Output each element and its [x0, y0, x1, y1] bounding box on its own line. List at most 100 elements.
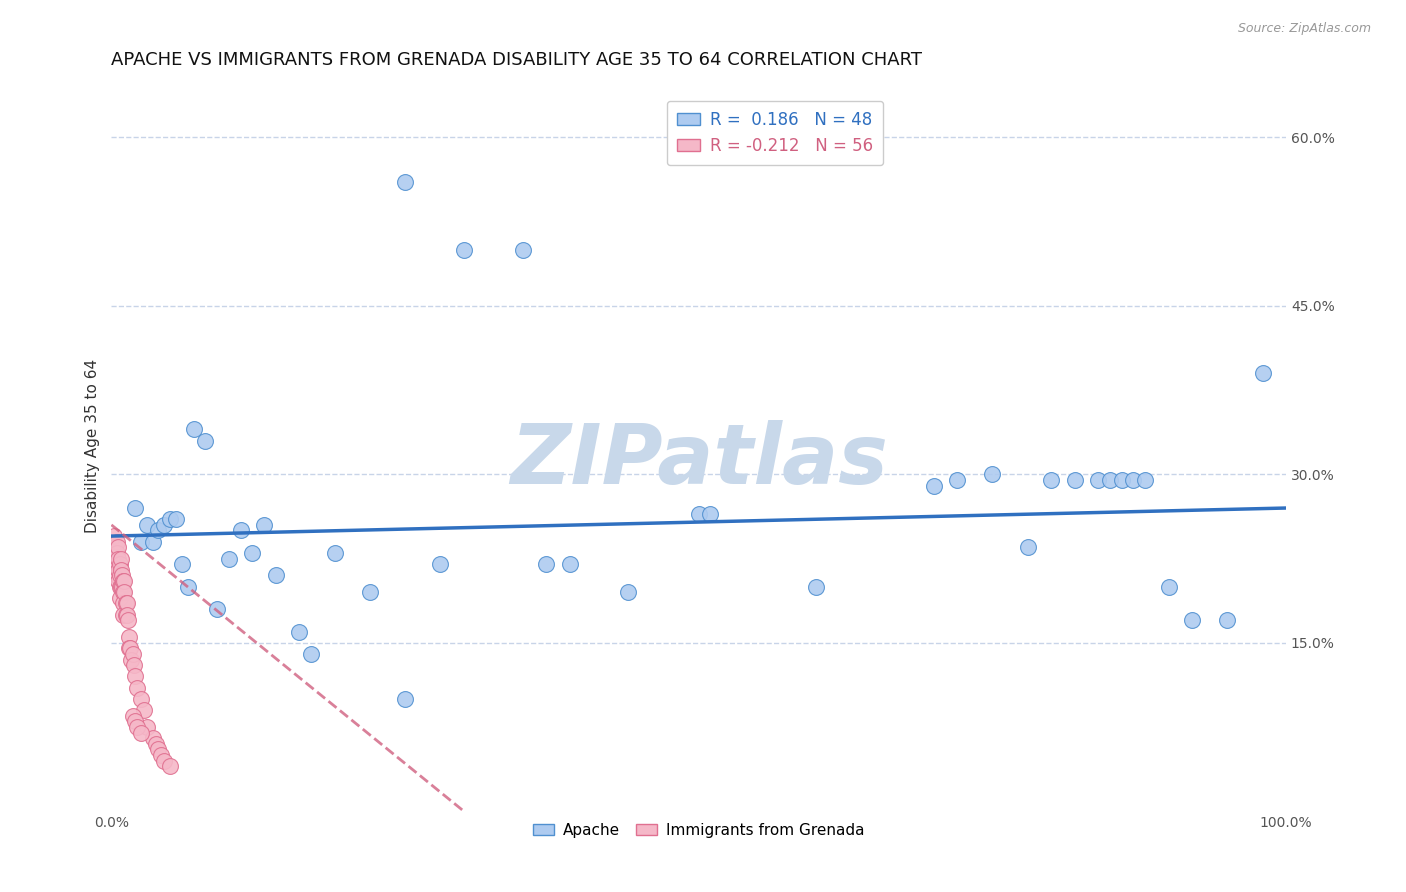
Point [699, 507, 721, 521]
Point [105, 568, 128, 582]
Point [114, 597, 136, 611]
Point [1251, 366, 1274, 380]
Point [127, 681, 149, 695]
Point [127, 720, 149, 734]
Point [110, 580, 132, 594]
Point [118, 641, 141, 656]
Point [129, 534, 152, 549]
Point [617, 585, 640, 599]
Point [105, 546, 128, 560]
Point [148, 524, 170, 538]
Point [804, 580, 827, 594]
Point [149, 747, 172, 762]
Point [112, 585, 135, 599]
Point [134, 703, 156, 717]
Point [153, 754, 176, 768]
Point [299, 647, 322, 661]
Point [394, 175, 416, 189]
Point [118, 630, 141, 644]
Point [114, 607, 136, 622]
Point [135, 517, 157, 532]
Point [145, 737, 167, 751]
Point [110, 563, 132, 577]
Text: ZIPatlas: ZIPatlas [510, 420, 887, 501]
Point [148, 742, 170, 756]
Point [205, 602, 228, 616]
Point [107, 551, 129, 566]
Point [170, 557, 193, 571]
Point [177, 580, 200, 594]
Point [394, 692, 416, 706]
Point [183, 422, 205, 436]
Point [105, 546, 128, 560]
Point [112, 585, 135, 599]
Point [253, 517, 276, 532]
Point [1157, 580, 1180, 594]
Point [108, 568, 131, 582]
Point [141, 731, 163, 746]
Point [218, 551, 240, 566]
Point [229, 524, 252, 538]
Point [105, 568, 128, 582]
Point [104, 541, 127, 555]
Point [159, 512, 181, 526]
Point [135, 720, 157, 734]
Point [1017, 541, 1039, 555]
Point [1133, 473, 1156, 487]
Legend: Apache, Immigrants from Grenada: Apache, Immigrants from Grenada [527, 816, 870, 844]
Point [107, 563, 129, 577]
Point [129, 692, 152, 706]
Point [1063, 473, 1085, 487]
Point [105, 557, 128, 571]
Point [922, 478, 945, 492]
Point [129, 725, 152, 739]
Point [240, 546, 263, 560]
Point [120, 652, 142, 666]
Point [110, 551, 132, 566]
Point [946, 473, 969, 487]
Point [1181, 613, 1204, 627]
Point [121, 647, 143, 661]
Point [124, 669, 146, 683]
Point [981, 467, 1004, 482]
Point [153, 517, 176, 532]
Point [112, 574, 135, 588]
Point [1111, 473, 1133, 487]
Point [108, 557, 131, 571]
Point [264, 568, 287, 582]
Point [534, 557, 557, 571]
Text: APACHE VS IMMIGRANTS FROM GRENADA DISABILITY AGE 35 TO 64 CORRELATION CHART: APACHE VS IMMIGRANTS FROM GRENADA DISABI… [111, 51, 922, 69]
Point [112, 574, 135, 588]
Text: Source: ZipAtlas.com: Source: ZipAtlas.com [1237, 22, 1371, 36]
Point [1087, 473, 1109, 487]
Point [107, 574, 129, 588]
Point [104, 563, 127, 577]
Point [117, 613, 139, 627]
Point [1216, 613, 1239, 627]
Point [1098, 473, 1121, 487]
Point [122, 658, 145, 673]
Point [141, 534, 163, 549]
Point [124, 714, 146, 729]
Point [159, 759, 181, 773]
Point [323, 546, 346, 560]
Point [1122, 473, 1144, 487]
Point [429, 557, 451, 571]
Point [103, 529, 125, 543]
Point [165, 512, 187, 526]
Point [558, 557, 581, 571]
Point [115, 607, 138, 622]
Point [104, 551, 127, 566]
Point [108, 591, 131, 605]
Point [512, 243, 534, 257]
Point [115, 597, 138, 611]
Point [107, 541, 129, 555]
Point [688, 507, 710, 521]
Point [121, 708, 143, 723]
Point [120, 641, 142, 656]
Point [288, 624, 311, 639]
Point [112, 607, 135, 622]
Point [194, 434, 217, 448]
Point [108, 580, 131, 594]
Point [359, 585, 381, 599]
